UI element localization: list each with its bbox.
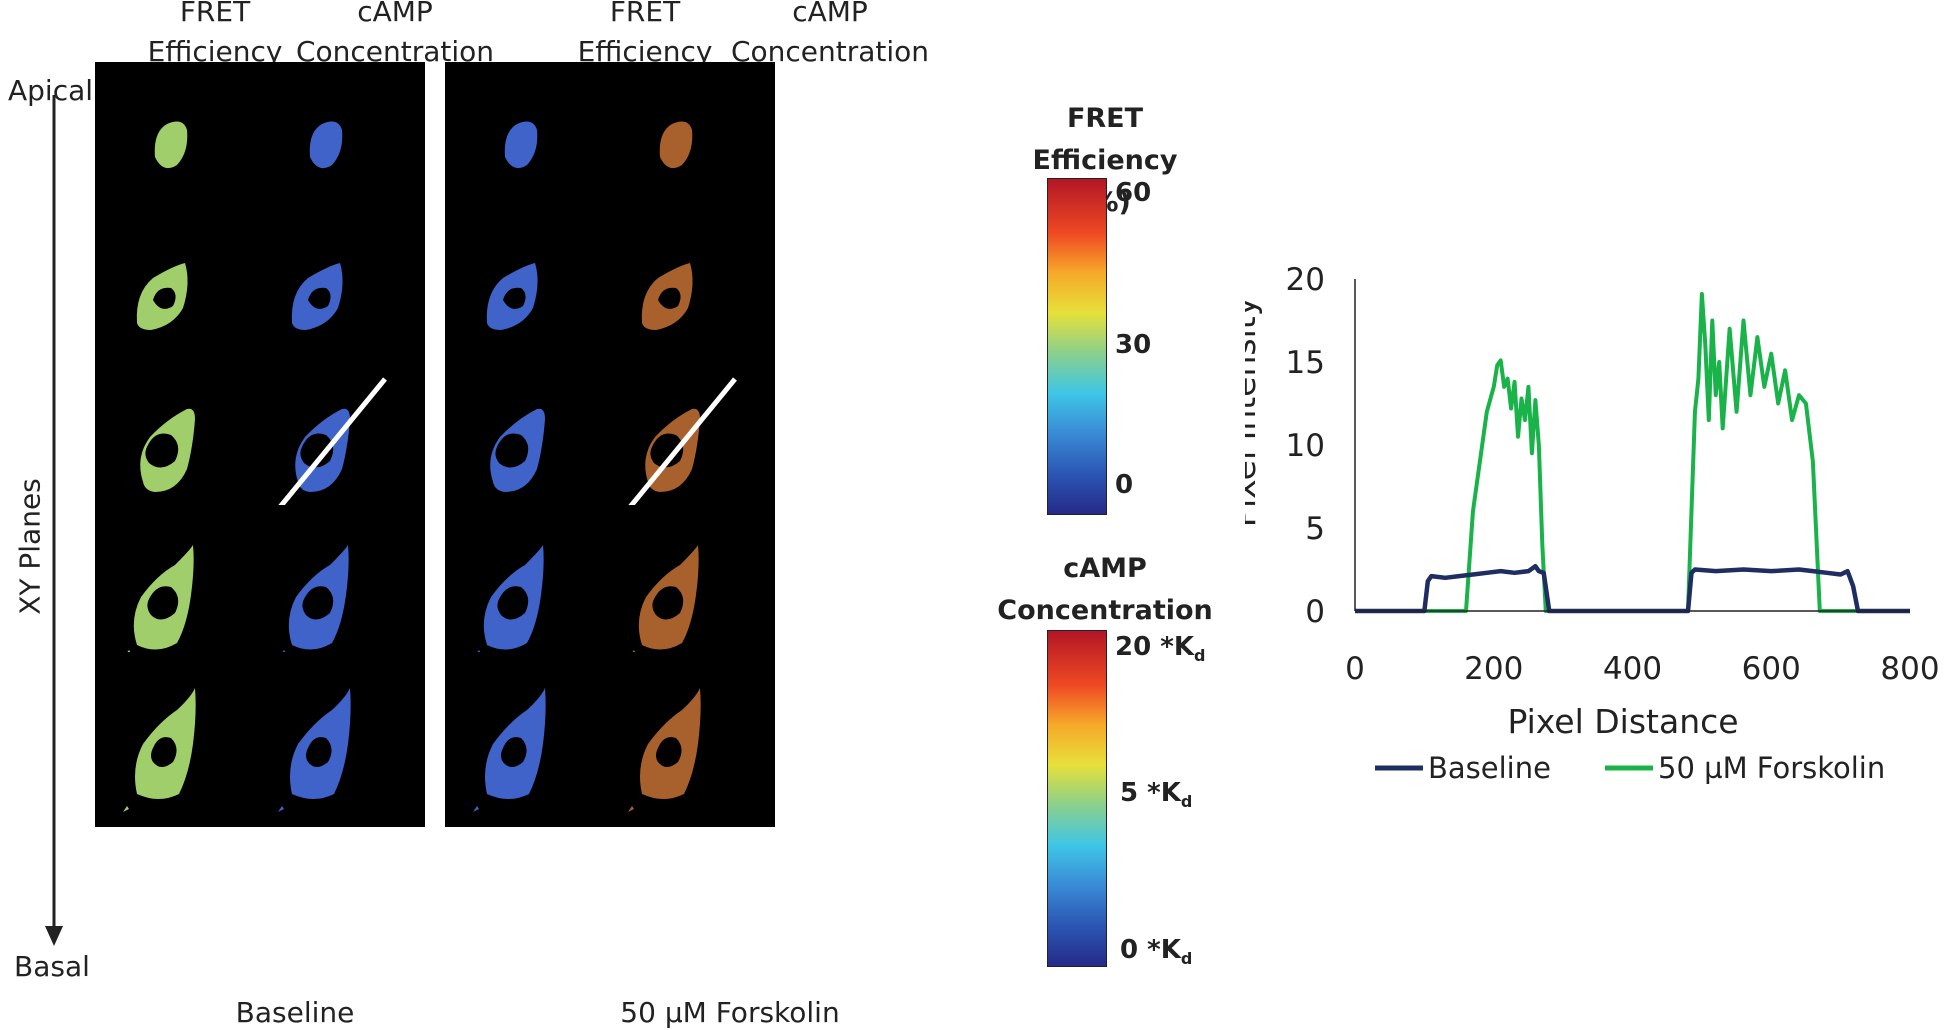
- cell-nucleus: [145, 433, 179, 468]
- camp-tick-text: 0 *K: [1120, 935, 1181, 965]
- micrograph-baseline-fret-plane-3: [95, 357, 270, 532]
- cell-nucleus: [153, 287, 176, 309]
- cell-nucleus: [495, 433, 529, 468]
- fret-tick-30: 30: [1115, 330, 1152, 360]
- micrograph-baseline-camp-plane-5: [250, 652, 425, 827]
- x-axis-label: Pixel Distance: [1507, 702, 1738, 741]
- kd-subscript: d: [1180, 792, 1193, 812]
- micrograph-baseline-camp-plane-1: [250, 62, 425, 237]
- cell-nucleus: [302, 586, 334, 620]
- basal-label: Basal: [14, 950, 90, 983]
- cell-nucleus: [308, 287, 331, 309]
- cell-body: [659, 121, 693, 169]
- micrograph-forskolin-camp-plane-2: [600, 208, 775, 383]
- fret-colorbar-title-line: FRET: [1066, 103, 1144, 134]
- cell-nucleus: [501, 737, 527, 767]
- kd-subscript: d: [1193, 646, 1206, 666]
- camp-tick-5kd: 5 *Kd: [1120, 778, 1192, 811]
- y-axis-label: Pixel Intensity: [1245, 297, 1263, 527]
- x-tick-label: 600: [1742, 651, 1801, 687]
- y-tick-label: 15: [1286, 345, 1325, 381]
- y-tick-label: 0: [1305, 594, 1325, 630]
- micrograph-baseline-fret-plane-1: [95, 62, 270, 237]
- baseline-group-label: Baseline: [235, 996, 355, 1029]
- x-tick-label: 0: [1345, 651, 1365, 687]
- cell-nucleus: [497, 586, 529, 620]
- fret-tick-0: 0: [1115, 470, 1134, 500]
- cell-nucleus: [658, 287, 681, 309]
- cell-nucleus: [300, 433, 334, 468]
- micrograph-baseline-fret-plane-5: [95, 652, 270, 827]
- header-line: FRET: [179, 0, 251, 28]
- line-profile-marker: [628, 377, 737, 509]
- micrograph-forskolin-fret-plane-2: [445, 208, 620, 383]
- camp-tick-text: 20 *K: [1115, 632, 1194, 662]
- cell-nucleus: [650, 433, 684, 468]
- x-tick-label: 200: [1464, 651, 1523, 687]
- plot-lines: [1355, 291, 1910, 614]
- x-tick-label: 400: [1603, 651, 1662, 687]
- micrograph-forskolin-fret-plane-5: [445, 652, 620, 827]
- fret-tick-60: 60: [1115, 178, 1152, 208]
- apical-label: Apical: [8, 74, 94, 107]
- camp-tick-20kd: 20 *Kd: [1115, 632, 1205, 665]
- header-line: cAMP: [357, 0, 433, 28]
- series-baseline-line: [1355, 563, 1910, 614]
- cell-body: [309, 121, 343, 169]
- forskolin-group-label: 50 µM Forskolin: [620, 996, 840, 1029]
- micrograph-forskolin-camp-plane-5: [600, 652, 775, 827]
- cell-body: [154, 121, 188, 169]
- line-profile-marker: [278, 377, 387, 509]
- micrograph-baseline-fret-plane-2: [95, 208, 270, 383]
- camp-colorbar: [1047, 630, 1107, 967]
- header-line: FRET: [609, 0, 681, 28]
- micrograph-forskolin-camp-plane-4: [600, 505, 775, 680]
- camp-colorbar-title-line: cAMP: [1063, 553, 1147, 584]
- cell-body: [504, 121, 538, 169]
- y-tick-label: 5: [1305, 511, 1325, 547]
- micrograph-forskolin-camp-plane-3: [600, 357, 775, 532]
- scale-bar: [832, 958, 902, 967]
- header-line: cAMP: [792, 0, 868, 28]
- y-ticks: 0 5 10 15 20: [1286, 262, 1325, 630]
- micrograph-baseline-camp-plane-3: [250, 357, 425, 532]
- cell-nucleus: [306, 737, 332, 767]
- x-tick-label: 800: [1880, 651, 1939, 687]
- legend-label-forskolin: 50 µM Forskolin: [1658, 751, 1885, 785]
- kd-subscript: d: [1180, 949, 1193, 969]
- pixel-intensity-chart: 0 200 400 600 800 0 5 10 15 20 Pixel Distance Pi…: [1245, 262, 1940, 785]
- legend-label-baseline: Baseline: [1428, 751, 1551, 785]
- camp-colorbar-title-line: Concentration: [997, 595, 1213, 626]
- micrograph-baseline-fret-plane-4: [95, 505, 270, 680]
- series-forskolin-line: [1355, 291, 1910, 613]
- cell-nucleus: [656, 737, 682, 767]
- cell-nucleus: [147, 586, 179, 620]
- micrograph-forskolin-fret-plane-1: [445, 62, 620, 237]
- y-tick-label: 10: [1286, 428, 1325, 464]
- cell-nucleus: [652, 586, 684, 620]
- camp-tick-text: 5 *K: [1120, 778, 1181, 808]
- fret-colorbar: [1047, 178, 1107, 515]
- y-tick-label: 20: [1286, 262, 1325, 298]
- micrograph-forskolin-fret-plane-4: [445, 505, 620, 680]
- header-forskolin-fret: FRET Efficiency: [530, 0, 760, 72]
- camp-tick-0kd: 0 *Kd: [1120, 935, 1192, 968]
- depth-arrow: [45, 95, 63, 946]
- cell-nucleus: [151, 737, 177, 767]
- x-ticks: 0 200 400 600 800: [1345, 651, 1939, 687]
- micrograph-baseline-camp-plane-2: [250, 208, 425, 383]
- cell-nucleus: [503, 287, 526, 309]
- micrograph-forskolin-camp-plane-1: [600, 62, 775, 237]
- micrograph-forskolin-fret-plane-3: [445, 357, 620, 532]
- legend: Baseline 50 µM Forskolin: [1375, 751, 1885, 785]
- camp-colorbar-title: cAMP Concentration: [975, 548, 1235, 632]
- micrograph-baseline-camp-plane-4: [250, 505, 425, 680]
